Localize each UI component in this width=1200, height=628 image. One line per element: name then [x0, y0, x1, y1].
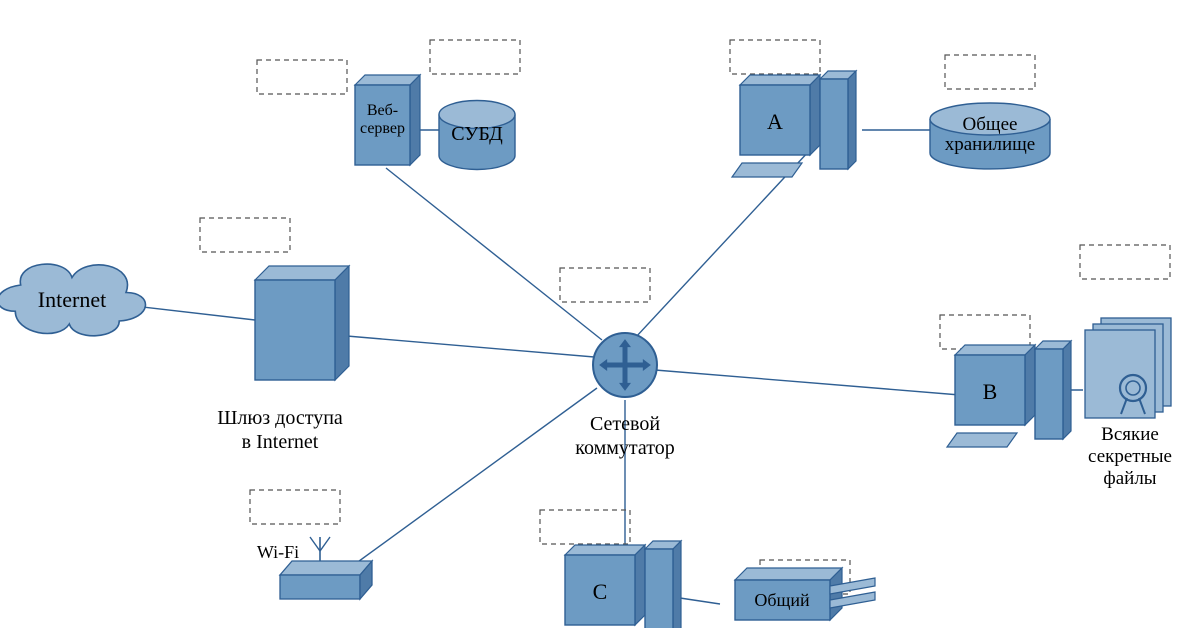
pc-c-node: C — [557, 541, 681, 628]
switch-node: Сетевойкоммутатор — [575, 333, 674, 459]
placeholder-box — [940, 315, 1030, 349]
wifi-node: Wi-Fi — [257, 537, 372, 599]
pc-b-label: B — [983, 379, 998, 404]
placeholder-box — [1080, 245, 1170, 279]
gateway-label-line: Шлюз доступа — [217, 407, 343, 429]
secret-files-label-line: секретные — [1088, 446, 1172, 467]
edge — [655, 370, 960, 395]
edge — [386, 168, 602, 340]
dbms-node: СУБД — [439, 101, 515, 170]
webserver-label-line: сервер — [360, 120, 405, 137]
placeholder-box — [540, 510, 630, 544]
secret-files-node: Всякиесекретныефайлы — [1085, 318, 1172, 489]
switch-label-line: коммутатор — [575, 437, 674, 459]
placeholder-box — [250, 490, 340, 524]
printer-node: Общий — [735, 568, 875, 620]
internet-label: Internet — [38, 287, 106, 312]
placeholder-box — [730, 40, 820, 74]
placeholder-box — [430, 40, 520, 74]
placeholder-box — [945, 55, 1035, 89]
dbms-label: СУБД — [451, 123, 503, 145]
storage-node: Общеехранилище — [930, 103, 1050, 169]
pc-a-node: A — [732, 71, 856, 177]
edge — [635, 150, 810, 338]
secret-files-label-line: файлы — [1103, 468, 1156, 489]
storage-label-line: хранилище — [945, 134, 1035, 155]
edge — [335, 335, 606, 358]
internet-cloud: Internet — [0, 264, 145, 336]
pc-c-label: C — [593, 579, 608, 604]
printer-label: Общий — [754, 590, 810, 610]
placeholder-box — [560, 268, 650, 302]
webserver-label-line: Веб- — [367, 102, 398, 119]
gateway-label-line: в Internet — [242, 431, 319, 453]
webserver-node: Веб-сервер — [355, 75, 420, 165]
gateway-node: Шлюз доступав Internet — [217, 266, 349, 453]
pc-b-node: B — [947, 341, 1071, 447]
edge — [333, 388, 597, 580]
secret-files-label-line: Всякие — [1101, 424, 1159, 445]
storage-label-line: Общее — [963, 114, 1018, 135]
placeholder-box — [257, 60, 347, 94]
pc-a-label: A — [767, 109, 783, 134]
wifi-label: Wi-Fi — [257, 542, 299, 562]
placeholder-box — [200, 218, 290, 252]
switch-label-line: Сетевой — [590, 413, 660, 435]
